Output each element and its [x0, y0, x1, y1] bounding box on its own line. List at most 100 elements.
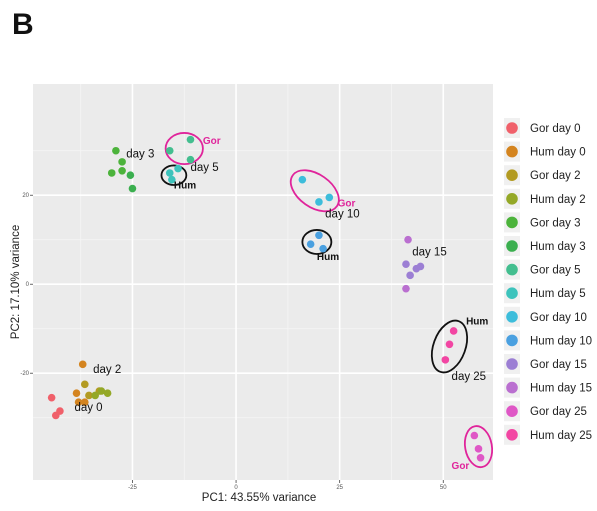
x-tick-label: 0 — [234, 485, 238, 491]
legend-swatch — [506, 240, 518, 252]
legend-swatch — [506, 169, 518, 181]
data-point — [319, 244, 327, 253]
legend-swatch — [506, 287, 518, 300]
data-point — [315, 231, 323, 240]
x-tick-label: 25 — [336, 485, 343, 491]
data-point — [402, 284, 410, 293]
group-ellipse — [301, 229, 333, 255]
legend-swatch — [506, 334, 518, 347]
data-point — [126, 171, 135, 180]
group-ellipse — [160, 164, 188, 186]
legend-swatch — [506, 216, 518, 229]
day-label: day 2 — [93, 364, 121, 376]
data-point — [306, 240, 315, 248]
data-point — [325, 193, 334, 202]
legend-swatch — [506, 311, 518, 323]
data-point — [107, 169, 116, 177]
data-point — [416, 262, 425, 271]
data-point — [165, 169, 174, 177]
data-point — [441, 356, 450, 364]
legend-label: Hum day 0 — [530, 147, 586, 159]
data-point — [474, 445, 483, 453]
data-point — [449, 327, 458, 335]
data-point — [118, 166, 126, 175]
legend-label: Hum day 25 — [530, 430, 592, 442]
group-label: Gor — [338, 198, 356, 209]
legend-label: Gor day 2 — [530, 170, 581, 182]
group-ellipse — [430, 319, 469, 374]
data-point — [128, 184, 137, 193]
legend-swatch — [506, 145, 518, 158]
data-point — [406, 271, 414, 280]
legend-label: Hum day 15 — [530, 383, 592, 395]
group-label: Hum — [174, 181, 196, 192]
data-point — [74, 398, 83, 406]
group-ellipse — [164, 132, 204, 165]
data-point — [103, 389, 112, 398]
group-label: Hum — [317, 252, 339, 263]
x-axis-label: PC1: 43.55% variance — [202, 492, 316, 504]
plot-panel — [33, 84, 493, 480]
legend-swatch — [506, 263, 518, 276]
data-point — [445, 340, 454, 349]
legend-swatch — [506, 405, 518, 418]
legend-swatch — [506, 381, 518, 394]
data-point — [72, 389, 81, 398]
legend-label: Hum day 3 — [530, 241, 586, 253]
data-point — [112, 146, 120, 155]
y-tick-label: 20 — [22, 193, 29, 199]
legend-swatch — [506, 429, 518, 441]
data-point — [298, 175, 307, 184]
legend-label: Hum day 10 — [530, 335, 592, 347]
group-ellipses — [160, 132, 494, 469]
group-ellipse — [289, 169, 340, 213]
day-label: day 10 — [325, 208, 360, 220]
legend: Gor day 0 Hum day 0 Gor day 2 Hum day 2 Gor … — [504, 118, 592, 445]
day-label: day 0 — [74, 402, 102, 414]
x-tick-label: -25 — [128, 485, 137, 491]
data-point — [168, 175, 176, 184]
group-label: Gor — [452, 461, 470, 472]
y-axis-label: PC2: 17.10% variance — [10, 225, 22, 339]
legend-label: Hum day 5 — [530, 288, 586, 300]
y-tick-label: -20 — [20, 371, 29, 377]
data-point — [476, 453, 485, 462]
data-point — [97, 387, 106, 395]
axis-ticks: -25 0 25 50 20 0 -20 — [20, 193, 447, 491]
legend-label: Gor day 3 — [530, 217, 581, 229]
data-point — [315, 198, 323, 206]
legend-label: Gor day 5 — [530, 265, 581, 277]
legend-swatch — [506, 193, 518, 205]
legend-label: Gor day 25 — [530, 406, 587, 418]
data-point — [81, 398, 89, 406]
data-point — [56, 407, 64, 415]
day-label: day 15 — [412, 246, 447, 258]
data-point — [78, 360, 87, 369]
data-points — [47, 135, 485, 462]
group-label: Gor — [203, 136, 221, 147]
legend-label: Gor day 10 — [530, 312, 587, 324]
data-point — [174, 164, 182, 173]
legend-swatch — [506, 358, 518, 370]
day-label: day 25 — [452, 371, 487, 383]
day-label: day 5 — [190, 162, 218, 174]
data-point — [404, 235, 412, 244]
data-point — [470, 431, 479, 440]
data-point — [85, 391, 93, 400]
data-point — [81, 380, 89, 389]
group-ellipse — [463, 425, 494, 469]
data-point — [186, 135, 195, 144]
data-point — [165, 146, 174, 155]
annotation-labels: day 3 day 5 day 10 day 15 day 25 day 2 day 0 Go… — [74, 136, 488, 472]
panel-letter: B — [12, 8, 34, 41]
day-label: day 3 — [126, 148, 154, 160]
group-label: Hum — [466, 316, 488, 327]
data-point — [91, 391, 99, 400]
legend-label: Gor day 15 — [530, 359, 587, 371]
legend-swatch — [506, 122, 518, 134]
x-tick-label: 50 — [440, 485, 447, 491]
legend-label: Hum day 2 — [530, 194, 586, 206]
data-point — [186, 155, 195, 164]
grid-lines — [33, 84, 493, 480]
